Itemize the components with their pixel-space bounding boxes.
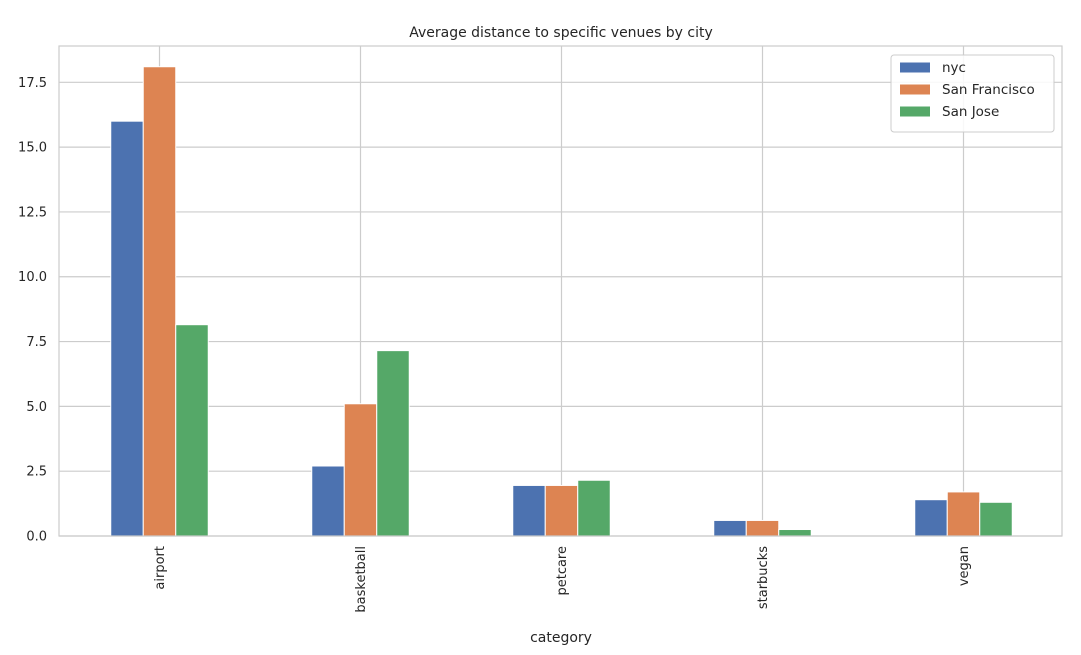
- bar-san-francisco-starbucks: [745, 519, 780, 537]
- y-tick-label: 2.5: [26, 465, 47, 480]
- plot-frame: [58, 45, 1063, 537]
- bar-san-francisco-petcare: [544, 484, 579, 537]
- bar-san-jose-vegan: [979, 501, 1013, 537]
- bar-san-francisco-basketball: [343, 403, 378, 537]
- bar-san-francisco-airport: [142, 66, 177, 537]
- bar-nyc-petcare: [512, 484, 546, 537]
- y-tick-label: 17.5: [18, 76, 47, 91]
- y-tick-label: 5.0: [26, 400, 47, 415]
- bars: [110, 66, 1013, 537]
- legend-box: [890, 54, 1055, 133]
- bar-san-jose-petcare: [577, 479, 611, 537]
- legend-swatch: [900, 62, 930, 73]
- x-axis-label: category: [530, 630, 592, 646]
- legend-swatch: [900, 106, 930, 117]
- legend: nyc San Francisco San Jose: [890, 54, 1055, 133]
- bar-san-jose-airport: [175, 324, 209, 537]
- x-tick-labels: airport basketball petcare starbucks vegan: [153, 546, 972, 613]
- x-tick-label: vegan: [957, 546, 972, 586]
- bar-nyc-vegan: [914, 499, 948, 537]
- x-tick-label: petcare: [555, 546, 570, 596]
- legend-label: San Francisco: [942, 82, 1035, 98]
- x-tick-label: starbucks: [756, 546, 771, 609]
- legend-swatch: [900, 84, 930, 95]
- y-tick-label: 0.0: [26, 530, 47, 545]
- bar-nyc-airport: [110, 120, 144, 537]
- y-tick-label: 7.5: [26, 335, 47, 350]
- x-tick-label: airport: [153, 546, 168, 590]
- legend-label: nyc: [942, 60, 966, 76]
- y-tick-label: 12.5: [18, 205, 47, 220]
- legend-label: San Jose: [942, 104, 999, 120]
- y-tick-labels: 0.0 2.5 5.0 7.5 10.0 12.5 15.0 17.5: [18, 76, 47, 545]
- bar-nyc-basketball: [311, 465, 345, 537]
- bar-san-jose-basketball: [376, 350, 410, 537]
- y-tick-label: 15.0: [18, 141, 47, 156]
- chart-title: Average distance to specific venues by c…: [409, 25, 713, 41]
- y-tick-label: 10.0: [18, 270, 47, 285]
- bar-san-francisco-vegan: [946, 491, 981, 537]
- bar-san-jose-starbucks: [778, 529, 812, 537]
- x-tick-label: basketball: [354, 546, 369, 613]
- bar-nyc-starbucks: [713, 519, 747, 537]
